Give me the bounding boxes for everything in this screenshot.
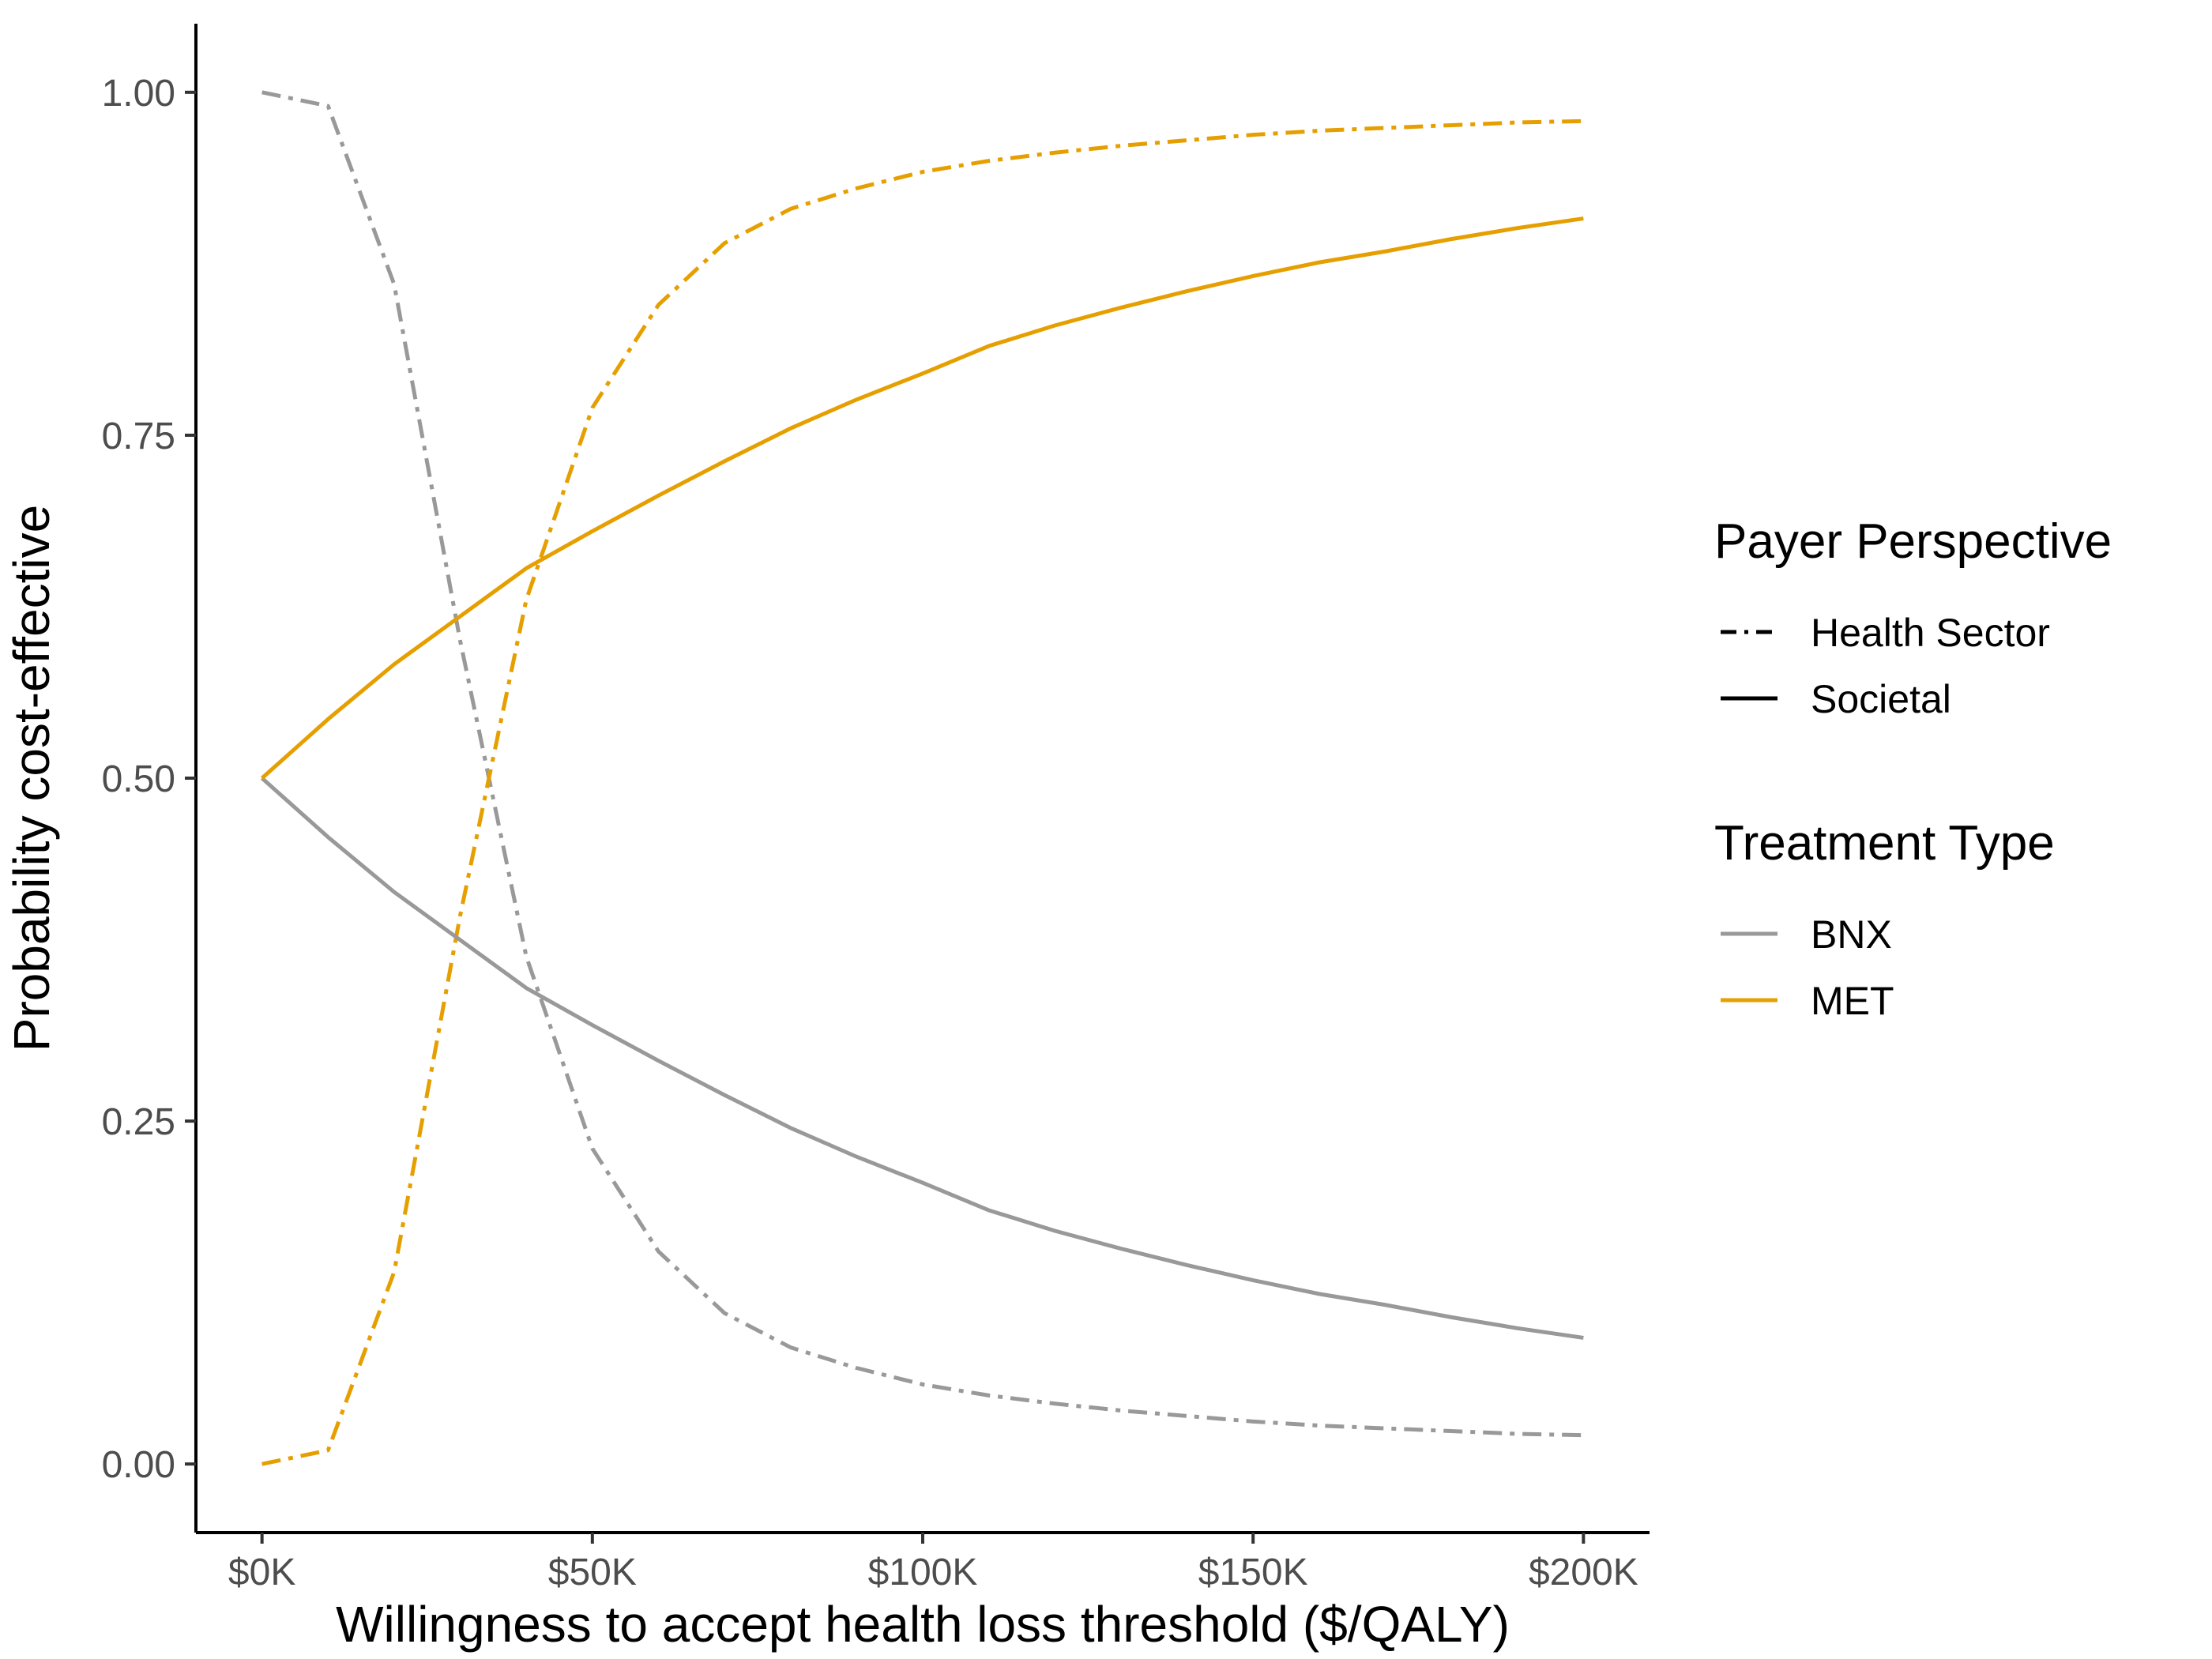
x-axis-title: Willingness to accept health loss thresh… — [336, 1596, 1510, 1653]
series-bnx-societal — [260, 777, 1584, 1340]
legend-title-payer-perspective: Payer Perspective — [1714, 514, 2112, 569]
legend: Payer Perspective Health Sector Societal… — [1714, 514, 2112, 1023]
series-line-met-societal — [260, 216, 1584, 780]
x-tick-label: $200K — [1529, 1552, 1638, 1593]
x-tick-label: $50K — [548, 1552, 637, 1593]
series-met-health-sector — [261, 118, 1584, 1466]
legend-label-met: MET — [1811, 979, 1894, 1023]
y-tick-label: 0.75 — [102, 416, 175, 457]
y-tick-label: 0.00 — [102, 1444, 175, 1486]
y-tick-label: 0.50 — [102, 758, 175, 800]
y-tick-label: 1.00 — [102, 73, 175, 115]
legend-label-health-sector: Health Sector — [1811, 611, 2050, 655]
y-axis-title: Probability cost-effective — [3, 505, 60, 1051]
x-tick-label: $100K — [868, 1552, 978, 1593]
plot-panel: 0.00 0.25 0.50 0.75 1.00 $0K $50K $100K $150K $2… — [102, 24, 1650, 1593]
y-tick-label: 0.25 — [102, 1101, 175, 1143]
series-line-bnx-societal — [260, 777, 1584, 1340]
y-axis-ticks: 0.00 0.25 0.50 0.75 1.00 — [102, 73, 196, 1486]
series-line-met-health-sector — [261, 118, 1584, 1466]
x-tick-label: $150K — [1198, 1552, 1308, 1593]
series-bnx-health-sector — [261, 90, 1584, 1438]
legend-title-treatment-type: Treatment Type — [1714, 816, 2055, 871]
legend-label-bnx: BNX — [1811, 912, 1892, 957]
legend-label-societal: Societal — [1811, 677, 1951, 721]
x-axis-ticks: $0K $50K $100K $150K $200K — [228, 1533, 1638, 1593]
series-layer — [260, 90, 1584, 1466]
x-tick-label: $0K — [228, 1552, 295, 1593]
series-met-societal — [260, 216, 1584, 780]
series-line-bnx-health-sector — [261, 90, 1584, 1438]
